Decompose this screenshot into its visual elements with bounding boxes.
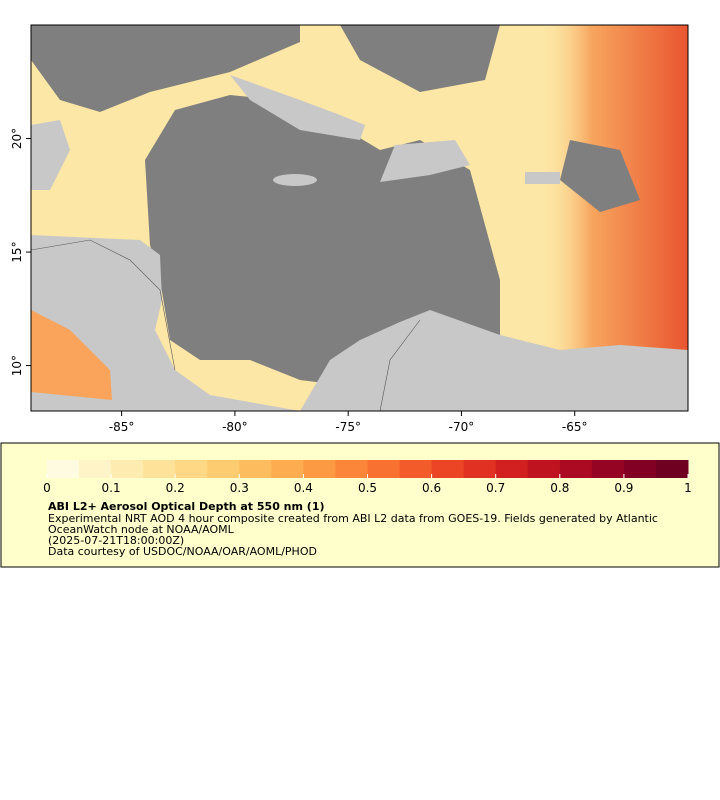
map-image (31, 25, 688, 411)
land (31, 120, 70, 190)
land (273, 174, 317, 186)
land (525, 172, 560, 184)
colorbar-tick-label: 0.5 (358, 481, 377, 495)
colorbar-segment (47, 460, 80, 478)
colorbar-segment (271, 460, 304, 478)
colorbar-segment (175, 460, 208, 478)
map-frame (30, 24, 689, 412)
no-data-area (560, 140, 640, 212)
x-tick-label: -65° (562, 420, 588, 434)
border (379, 319, 421, 411)
colorbar-tick-label: 0.2 (166, 481, 185, 495)
colorbar-segment (367, 460, 401, 478)
colorbar-segment (591, 460, 625, 478)
legend-line: Data courtesy of USDOC/NOAA/OAR/AOML/PHO… (48, 545, 317, 558)
y-tick-label: 10° (10, 355, 24, 376)
colorbar-segment (655, 460, 689, 478)
border (31, 239, 176, 371)
colorbar-tick-label: 0 (43, 481, 51, 495)
colorbar-tick-label: 0.8 (550, 481, 569, 495)
colorbar-tick-label: 1 (684, 481, 692, 495)
y-tick-label: 15° (10, 241, 24, 262)
x-tick-label: -70° (449, 420, 475, 434)
legend-line: (2025-07-21T18:00:00Z) (48, 534, 184, 547)
colorbar-segment (143, 460, 176, 478)
colorbar-segment (79, 460, 112, 478)
colorbar-segment (431, 460, 465, 478)
colorbar-segment (623, 460, 657, 478)
colorbar-segment (111, 460, 144, 478)
x-tick-label: -85° (109, 420, 135, 434)
land (300, 310, 688, 411)
legend-title: ABI L2+ Aerosol Optical Depth at 550 nm … (48, 500, 325, 513)
land (380, 140, 470, 182)
no-data-area (340, 25, 500, 92)
colorbar-segment (335, 460, 368, 478)
colorbar-segment (559, 460, 593, 478)
colorbar-segment (463, 460, 497, 478)
aerosol-field (31, 310, 112, 400)
no-data-area (31, 25, 300, 112)
land (230, 75, 365, 140)
colorbar-tick-label: 0.6 (422, 481, 441, 495)
colorbar-segment (207, 460, 240, 478)
colorbar-tick-label: 0.1 (102, 481, 121, 495)
colorbar-segment (495, 460, 529, 478)
colorbar-segment (303, 460, 336, 478)
legend-line: OceanWatch node at NOAA/AOML (48, 523, 235, 536)
colorbar-segment (239, 460, 272, 478)
y-tick-label: 20° (10, 128, 24, 149)
x-tick-label: -75° (335, 420, 361, 434)
colorbar-tick-label: 0.4 (294, 481, 313, 495)
legend-line: Experimental NRT AOD 4 hour composite cr… (48, 512, 658, 525)
colorbar-segment (399, 460, 433, 478)
colorbar-segment (527, 460, 561, 478)
colorbar-tick-label: 0.7 (486, 481, 505, 495)
colorbar-tick-label: 0.9 (614, 481, 633, 495)
colorbar-tick-label: 0.3 (230, 481, 249, 495)
x-tick-label: -80° (222, 420, 248, 434)
